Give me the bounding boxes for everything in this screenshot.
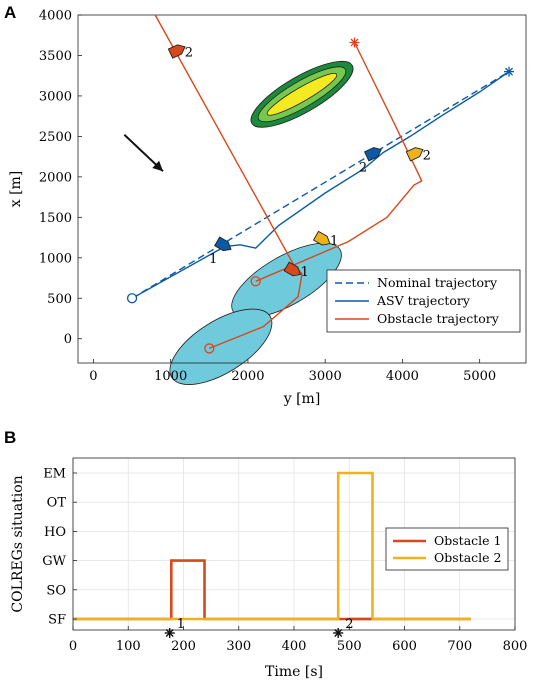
vessel-hull xyxy=(167,44,186,59)
legend-label: Nominal trajectory xyxy=(377,275,498,290)
x-tick-label: 500 xyxy=(337,639,362,654)
uncertainty-ellipse xyxy=(169,308,273,385)
obstacle-start-circle-icon xyxy=(250,276,261,287)
x-tick-label: 700 xyxy=(447,639,472,654)
vessel-icon xyxy=(405,147,424,162)
goal-star-icon xyxy=(505,67,514,76)
legend-label: Obstacle 1 xyxy=(434,533,501,548)
x-tick-label: 0 xyxy=(89,369,97,384)
x-tick-label: 4000 xyxy=(386,369,419,384)
x-tick-label: 3000 xyxy=(309,369,342,384)
uncertainty-ellipse xyxy=(231,242,342,319)
y-tick-label: HO xyxy=(44,525,66,540)
y-tick-label: SF xyxy=(48,613,66,628)
y-tick-label: SO xyxy=(46,583,66,598)
legend-box xyxy=(385,527,509,571)
vessel-label: 1 xyxy=(209,252,217,267)
event-star-icon xyxy=(334,628,343,638)
x-tick-label: 100 xyxy=(116,639,141,654)
series-line xyxy=(131,71,510,299)
y-tick-label: OT xyxy=(47,496,67,511)
x-tick-label: 2000 xyxy=(231,369,264,384)
y-tick-label: 0 xyxy=(64,332,72,347)
series-line xyxy=(154,14,303,350)
legend-label: ASV trajectory xyxy=(376,293,471,308)
x-tick-label: 400 xyxy=(282,639,307,654)
obstacle-start-circle-icon xyxy=(204,343,215,354)
x-axis-label: y [m] xyxy=(283,391,321,407)
x-tick-label: 200 xyxy=(171,639,196,654)
event-label: 1 xyxy=(177,617,185,632)
legend-label: Obstacle trajectory xyxy=(377,311,500,326)
y-tick-label: 2500 xyxy=(39,130,72,145)
vessel-label: 1 xyxy=(330,234,338,249)
x-tick-label: 300 xyxy=(226,639,251,654)
vessel-label: 2 xyxy=(359,160,367,175)
y-tick-label: EM xyxy=(43,467,66,482)
vessel-icon xyxy=(283,261,302,277)
y-axis-label: COLREGs situation xyxy=(10,475,26,612)
y-tick-label: 4000 xyxy=(39,9,72,24)
x-tick-label: 600 xyxy=(392,639,417,654)
series-line xyxy=(131,71,510,299)
current-direction-arrowhead-icon xyxy=(152,160,163,172)
y-axis-label: x [m] xyxy=(8,171,24,208)
series-line xyxy=(255,42,423,282)
legend-label: Obstacle 2 xyxy=(434,550,501,565)
panel-b-letter: B xyxy=(4,428,16,447)
vessel-label: 2 xyxy=(423,148,431,163)
y-tick-label: 1500 xyxy=(39,211,72,226)
vessel-label: 2 xyxy=(185,46,193,61)
vessel-hull xyxy=(364,147,382,162)
colregs-plot: 0 100 200 300 400 500 600 700 800 SF SO GW HO OT EM Tim… xyxy=(10,457,528,680)
plot-frame xyxy=(77,14,527,364)
hazard-contour xyxy=(266,73,338,116)
x-axis-label: Time [s] xyxy=(265,664,323,680)
x-tick-label: 5000 xyxy=(463,369,496,384)
vessel-label: 1 xyxy=(301,265,309,280)
y-tick-label: 2000 xyxy=(39,170,72,185)
panel-a-letter: A xyxy=(4,3,16,22)
vessel-hull xyxy=(283,261,302,277)
trajectory-plot: 0 1000 2000 3000 4000 5000 0 500 1000 1500 2000 250… xyxy=(8,9,527,407)
vessel-hull xyxy=(405,147,424,162)
x-tick-label: 800 xyxy=(503,639,528,654)
y-tick-label: 3000 xyxy=(39,89,72,104)
y-tick-label: 500 xyxy=(47,292,72,307)
x-tick-label: 0 xyxy=(69,639,77,654)
goal-star-icon xyxy=(350,38,359,47)
vessel-hull xyxy=(312,230,331,246)
vessel-icon xyxy=(364,147,382,162)
series-line xyxy=(73,471,471,621)
x-tick-label: 1000 xyxy=(154,369,187,384)
vessel-icon xyxy=(214,236,232,252)
vessel-hull xyxy=(214,236,232,252)
y-tick-label: GW xyxy=(42,554,66,569)
event-star-icon xyxy=(165,628,174,638)
start-circle-icon xyxy=(126,293,138,304)
y-tick-label: 3500 xyxy=(39,49,72,64)
event-label: 2 xyxy=(345,617,353,632)
vessel-icon xyxy=(167,44,186,59)
y-tick-label: 1000 xyxy=(39,251,72,266)
vessel-icon xyxy=(312,230,331,246)
